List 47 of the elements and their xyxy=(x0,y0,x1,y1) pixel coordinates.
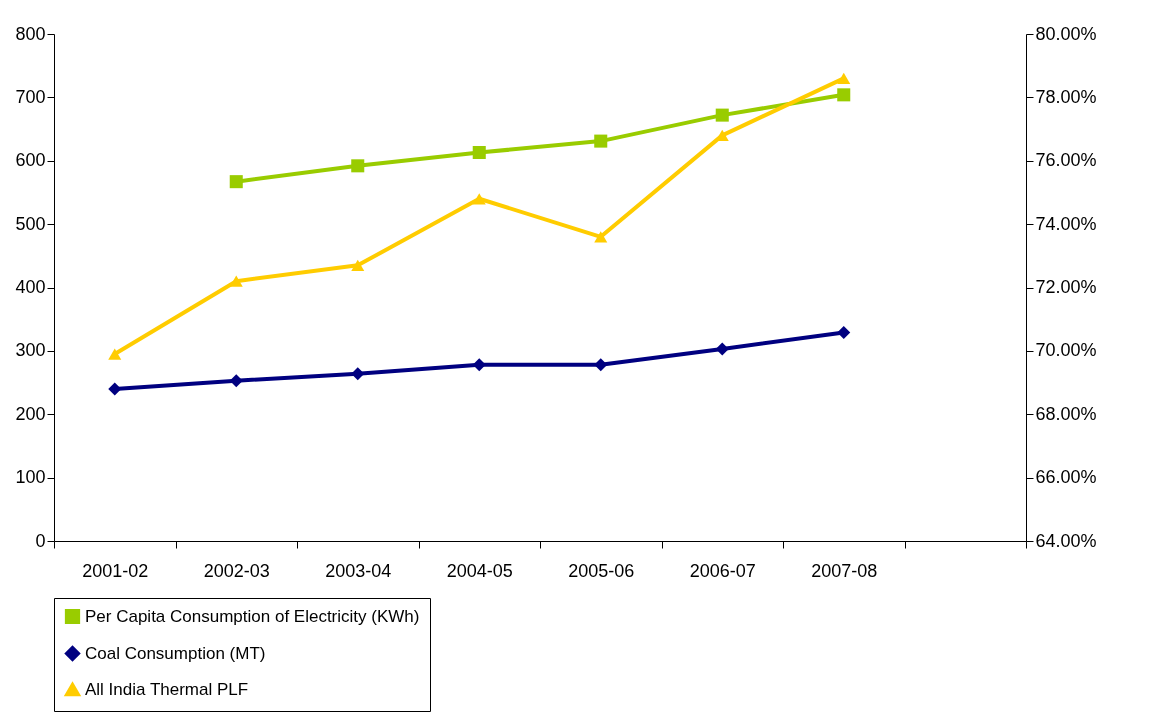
y2-tick-label: 76.00% xyxy=(1035,150,1097,171)
y2-tick-label: 66.00% xyxy=(1035,467,1097,488)
point xyxy=(715,108,729,122)
point xyxy=(715,342,729,356)
y-tick-label: 100 xyxy=(15,467,46,488)
point xyxy=(837,88,851,102)
point xyxy=(472,145,486,160)
x-tick-label: 2007-08 xyxy=(811,560,878,581)
x-tick-label: 2006-07 xyxy=(689,560,756,581)
x-tick-label: 2004-05 xyxy=(446,560,513,581)
point xyxy=(594,134,608,148)
x-tick-label: 2005-06 xyxy=(568,560,635,581)
legend-label: Coal Consumption (MT) xyxy=(85,643,266,663)
point xyxy=(108,348,122,360)
point xyxy=(351,259,365,271)
x-tick-label: 2001-02 xyxy=(82,560,149,581)
point xyxy=(837,325,851,340)
y2-tick-label: 80.00% xyxy=(1035,23,1097,44)
y-tick-label: 200 xyxy=(15,403,46,424)
y2-tick-label: 72.00% xyxy=(1035,277,1097,297)
point xyxy=(594,231,608,243)
x-tick-label: 2002-03 xyxy=(203,560,270,581)
y-tick-label: 400 xyxy=(15,277,46,297)
point xyxy=(229,175,243,189)
y2-tick-label: 64.00% xyxy=(1035,530,1097,551)
y-tick-label: 600 xyxy=(15,150,46,171)
y2-tick-label: 68.00% xyxy=(1035,403,1097,424)
legend-label: All India Thermal PLF xyxy=(85,679,249,699)
point xyxy=(229,374,243,388)
y2-tick-label: 70.00% xyxy=(1035,340,1097,361)
y-tick-label: 300 xyxy=(15,340,46,361)
y-tick-label: 800 xyxy=(15,23,46,44)
point xyxy=(472,358,486,372)
y-tick-label: 0 xyxy=(35,530,46,551)
y2-tick-label: 78.00% xyxy=(1035,86,1097,107)
y-tick-label: 500 xyxy=(15,213,46,234)
legend-label: Per Capita Consumption of Electricity (KWh) xyxy=(85,606,420,626)
point xyxy=(351,159,365,173)
point xyxy=(229,275,243,287)
point xyxy=(594,358,608,372)
y-tick-label: 700 xyxy=(15,86,46,107)
x-tick-label: 2003-04 xyxy=(325,560,392,581)
y2-tick-label: 74.00% xyxy=(1035,213,1097,234)
point xyxy=(472,193,486,205)
point xyxy=(351,367,365,381)
point xyxy=(108,382,122,396)
point xyxy=(837,72,851,85)
